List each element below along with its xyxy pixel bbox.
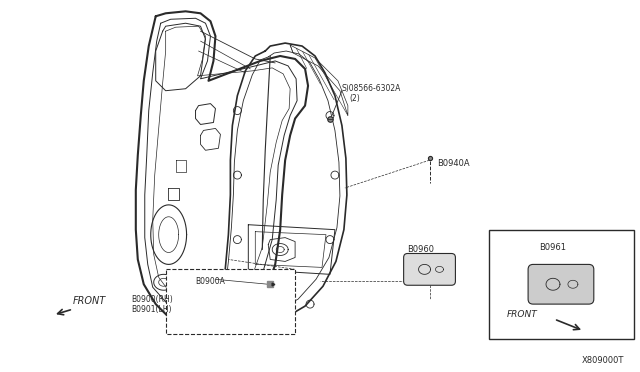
Text: B0900(RH): B0900(RH) [131,295,173,304]
FancyBboxPatch shape [528,264,594,304]
Text: B0900A: B0900A [196,277,225,286]
Bar [166,269,295,334]
Text: (2): (2) [350,94,360,103]
Text: FRONT: FRONT [73,296,106,306]
Text: S)08566-6302A: S)08566-6302A [342,84,401,93]
Text: B0901(LH): B0901(LH) [131,305,172,314]
Text: B0940A: B0940A [438,159,470,168]
Text: X809000T: X809000T [581,356,623,365]
Text: FRONT: FRONT [507,310,538,318]
Text: B0960: B0960 [408,245,435,254]
FancyBboxPatch shape [404,253,456,285]
Bar [489,230,634,339]
Text: B0961: B0961 [539,243,566,252]
